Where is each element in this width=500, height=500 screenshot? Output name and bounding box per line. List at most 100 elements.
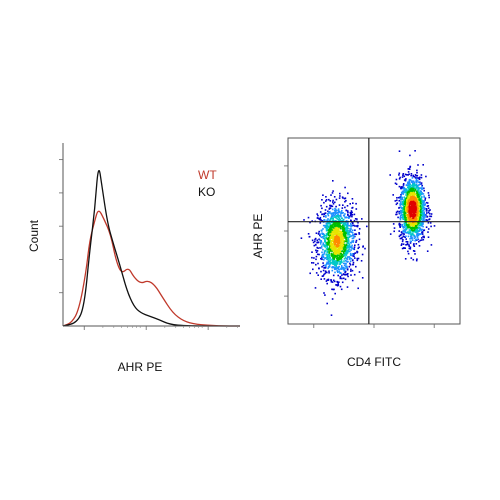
dotplot-event [407, 226, 410, 229]
dotplot-event [314, 240, 316, 243]
dotplot-event [405, 200, 407, 203]
dotplot-event [409, 204, 411, 206]
dotplot-panel: CD4 FITC AHR PE [251, 137, 461, 369]
dotplot-event [326, 282, 328, 285]
dotplot-event [350, 210, 353, 212]
dotplot-event [414, 253, 416, 255]
dotplot-event [330, 281, 333, 283]
dotplot-event [427, 211, 430, 214]
dotplot-event [323, 237, 326, 240]
dotplot-event [358, 228, 361, 230]
dotplot-event [405, 216, 407, 219]
dotplot-event [403, 175, 406, 178]
dotplot-event [347, 216, 349, 219]
dotplot-event [334, 271, 336, 274]
dotplot-event [331, 281, 334, 283]
dotplot-event [415, 238, 417, 241]
dotplot-event [330, 232, 333, 235]
dotplot-event [421, 203, 423, 206]
dotplot-event [338, 255, 340, 257]
dotplot-event [404, 247, 406, 249]
dotplot-event [402, 233, 404, 235]
dotplot-event [343, 268, 345, 270]
dotplot-event [410, 226, 412, 229]
dotplot-event [315, 232, 318, 234]
dotplot-event [331, 258, 334, 260]
dotplot-event [418, 191, 421, 194]
dotplot-event [349, 246, 351, 248]
dotplot-event [347, 240, 349, 242]
dotplot-event [398, 235, 401, 238]
dotplot-event [325, 214, 327, 217]
dotplot-event [415, 190, 418, 193]
dotplot-event [329, 221, 331, 224]
dotplot-event [421, 232, 423, 234]
dotplot-event [335, 224, 338, 226]
dotplot-event [335, 265, 338, 268]
dotplot-event [415, 259, 418, 262]
dotplot-event [410, 257, 413, 259]
dotplot-event [333, 257, 335, 260]
dotplot-event [333, 209, 336, 212]
dotplot-event [351, 279, 354, 282]
dotplot-event [322, 248, 324, 251]
dotplot-event [339, 231, 341, 233]
dotplot-event [419, 239, 421, 242]
dotplot-event [324, 264, 326, 267]
dotplot-event [328, 208, 331, 210]
dotplot-event [402, 187, 404, 190]
dotplot-event [330, 205, 332, 207]
dotplot-event [332, 262, 335, 264]
dotplot-event [350, 228, 352, 230]
dotplot-event [335, 263, 338, 265]
dotplot-event [403, 235, 405, 238]
dotplot-event [399, 196, 401, 198]
dotplot-event [403, 233, 405, 235]
dotplot-event [338, 268, 340, 271]
dotplot-event [336, 239, 339, 241]
dotplot-event [334, 292, 336, 295]
dotplot-event [429, 222, 432, 224]
dotplot-event [346, 273, 348, 276]
dotplot-event [339, 249, 341, 252]
dotplot-event [334, 201, 336, 204]
dotplot-event [348, 236, 350, 239]
dotplot-event [344, 244, 346, 247]
dotplot-event [325, 265, 327, 268]
dotplot-event [332, 266, 334, 268]
dotplot-event [428, 212, 431, 215]
dotplot-event [344, 278, 347, 281]
dotplot-event [421, 192, 423, 194]
dotplot-event [335, 250, 337, 252]
dotplot-event [401, 225, 404, 227]
dotplot-event [344, 256, 347, 258]
dotplot-event [405, 184, 408, 187]
dotplot-event [403, 214, 406, 216]
dotplot-event [414, 203, 417, 206]
dotplot-event [326, 220, 328, 222]
dotplot-event [409, 154, 411, 157]
dotplot-event [338, 224, 340, 227]
dotplot-event [334, 240, 337, 243]
dotplot-event [413, 186, 415, 189]
dotplot-event [331, 216, 333, 218]
dotplot-event [351, 207, 353, 209]
dotplot-event [413, 176, 416, 178]
dotplot-event [341, 268, 344, 270]
dotplot-event [337, 247, 340, 250]
dotplot-event [331, 253, 334, 256]
dotplot-event [418, 177, 420, 180]
dotplot-event [328, 270, 330, 272]
dotplot-event [410, 219, 412, 221]
dotplot-event [331, 246, 333, 249]
dotplot-event [320, 219, 322, 221]
dotplot-event [411, 177, 414, 179]
dotplot-event [405, 240, 408, 243]
dotplot-event [333, 216, 335, 218]
dotplot-event [336, 227, 338, 229]
dotplot-event [315, 244, 317, 246]
dotplot-event [413, 190, 416, 192]
dotplot-event [334, 255, 336, 258]
dotplot-event [402, 192, 404, 194]
dotplot-event [355, 265, 357, 268]
